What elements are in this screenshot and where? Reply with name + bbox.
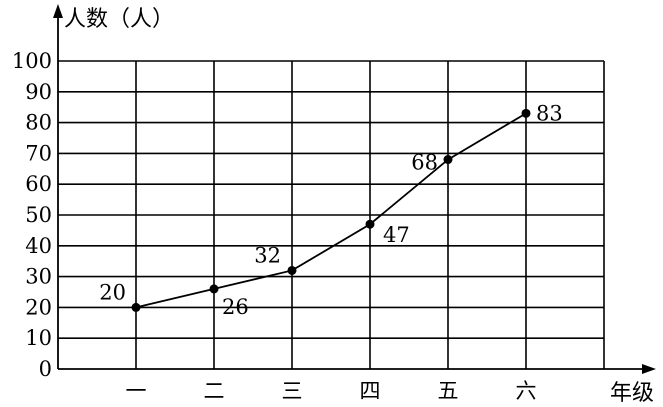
data-point bbox=[521, 108, 531, 118]
data-label: 20 bbox=[99, 280, 126, 304]
y-tick-label: 100 bbox=[12, 49, 52, 73]
y-tick-label: 20 bbox=[25, 295, 52, 319]
data-point bbox=[131, 302, 141, 312]
x-tick-label: 三 bbox=[282, 379, 303, 402]
y-tick-label: 10 bbox=[25, 326, 52, 350]
axes bbox=[53, 4, 656, 374]
y-tick-label: 0 bbox=[39, 357, 52, 381]
y-tick-label: 90 bbox=[25, 80, 52, 104]
data-point bbox=[365, 219, 375, 229]
data-label: 83 bbox=[536, 101, 563, 125]
data-point bbox=[209, 284, 219, 294]
x-tick-label: 四 bbox=[360, 379, 381, 402]
data-label: 32 bbox=[254, 243, 281, 267]
y-tick-label: 60 bbox=[25, 172, 52, 196]
x-tick-label: 一 bbox=[126, 379, 147, 402]
data-label: 26 bbox=[222, 295, 249, 319]
data-point bbox=[443, 155, 453, 165]
x-tick-label: 六 bbox=[516, 379, 537, 402]
series bbox=[131, 108, 531, 312]
y-axis-arrow bbox=[53, 4, 63, 18]
y-tick-label: 70 bbox=[25, 141, 52, 165]
data-point bbox=[287, 265, 297, 275]
y-axis-title: 人数（人） bbox=[64, 7, 174, 32]
tick-labels: 0 10 20 30 40 50 60 70 80 90 100 一 二 三 四 五 六 bbox=[12, 49, 537, 403]
y-tick-label: 80 bbox=[25, 111, 52, 135]
data-labels: 20 26 32 47 68 83 bbox=[99, 101, 562, 319]
series-line bbox=[135, 112, 527, 309]
grid bbox=[58, 60, 605, 369]
x-axis-title: 年级 bbox=[610, 381, 654, 402]
y-tick-label: 50 bbox=[25, 203, 52, 227]
y-tick-label: 30 bbox=[25, 265, 52, 289]
data-label: 68 bbox=[411, 151, 438, 175]
x-tick-label: 五 bbox=[438, 379, 459, 402]
data-label: 47 bbox=[383, 223, 410, 247]
x-axis-arrow bbox=[642, 364, 656, 374]
y-tick-label: 40 bbox=[25, 234, 52, 258]
x-tick-label: 二 bbox=[204, 379, 225, 402]
